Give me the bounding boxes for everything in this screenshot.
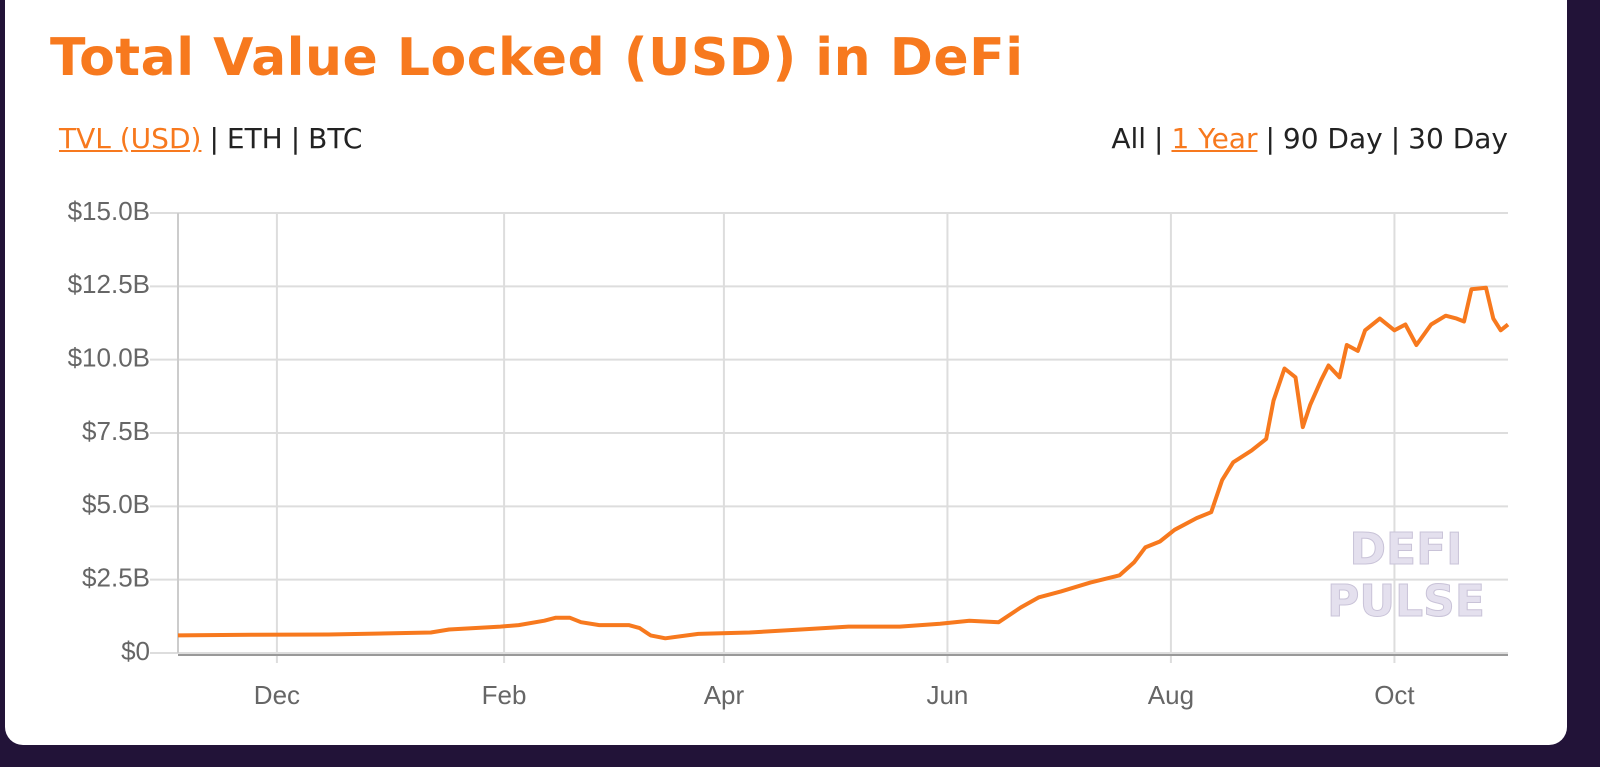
watermark: PULSE — [1327, 576, 1485, 627]
toggle-option[interactable]: ETH — [226, 122, 283, 155]
watermark: DEFI — [1349, 524, 1462, 575]
separator: | — [1265, 122, 1275, 155]
y-tick-label: $5.0B — [82, 489, 150, 519]
y-tick-label: $15.0B — [68, 196, 150, 226]
separator: | — [1390, 122, 1401, 155]
toggle-option[interactable]: All — [1111, 122, 1147, 155]
toggle-option[interactable]: 30 Day — [1408, 122, 1508, 155]
toggle-option[interactable]: TVL (USD) — [59, 122, 202, 155]
units-toggle: TVL (USD) | ETH | BTC — [55, 122, 366, 155]
y-tick-label: $7.5B — [82, 416, 150, 446]
separator: | — [1154, 122, 1164, 155]
y-tick-label: $0 — [121, 636, 150, 666]
toggle-option[interactable]: BTC — [308, 122, 363, 155]
y-tick-label: $2.5B — [82, 563, 150, 593]
toggle-option[interactable]: 1 Year — [1171, 122, 1258, 155]
title: Total Value Locked (USD) in DeFi — [50, 28, 1024, 88]
toggle-option[interactable]: 90 Day — [1282, 122, 1383, 155]
card — [5, 0, 1567, 745]
x-tick-label: Apr — [704, 680, 745, 710]
y-tick-label: $10.0B — [68, 343, 150, 373]
x-tick-label: Feb — [482, 680, 527, 710]
y-tick-label: $12.5B — [68, 269, 150, 299]
range-toggle: All | 1 Year | 90 Day | 30 Day — [1107, 122, 1512, 155]
x-tick-label: Jun — [926, 680, 968, 710]
x-tick-label: Aug — [1148, 680, 1194, 710]
separator: | — [209, 122, 219, 155]
x-tick-label: Dec — [254, 680, 300, 710]
tvl-line — [177, 285, 1510, 641]
separator: | — [290, 122, 301, 155]
x-tick-label: Oct — [1374, 680, 1415, 710]
